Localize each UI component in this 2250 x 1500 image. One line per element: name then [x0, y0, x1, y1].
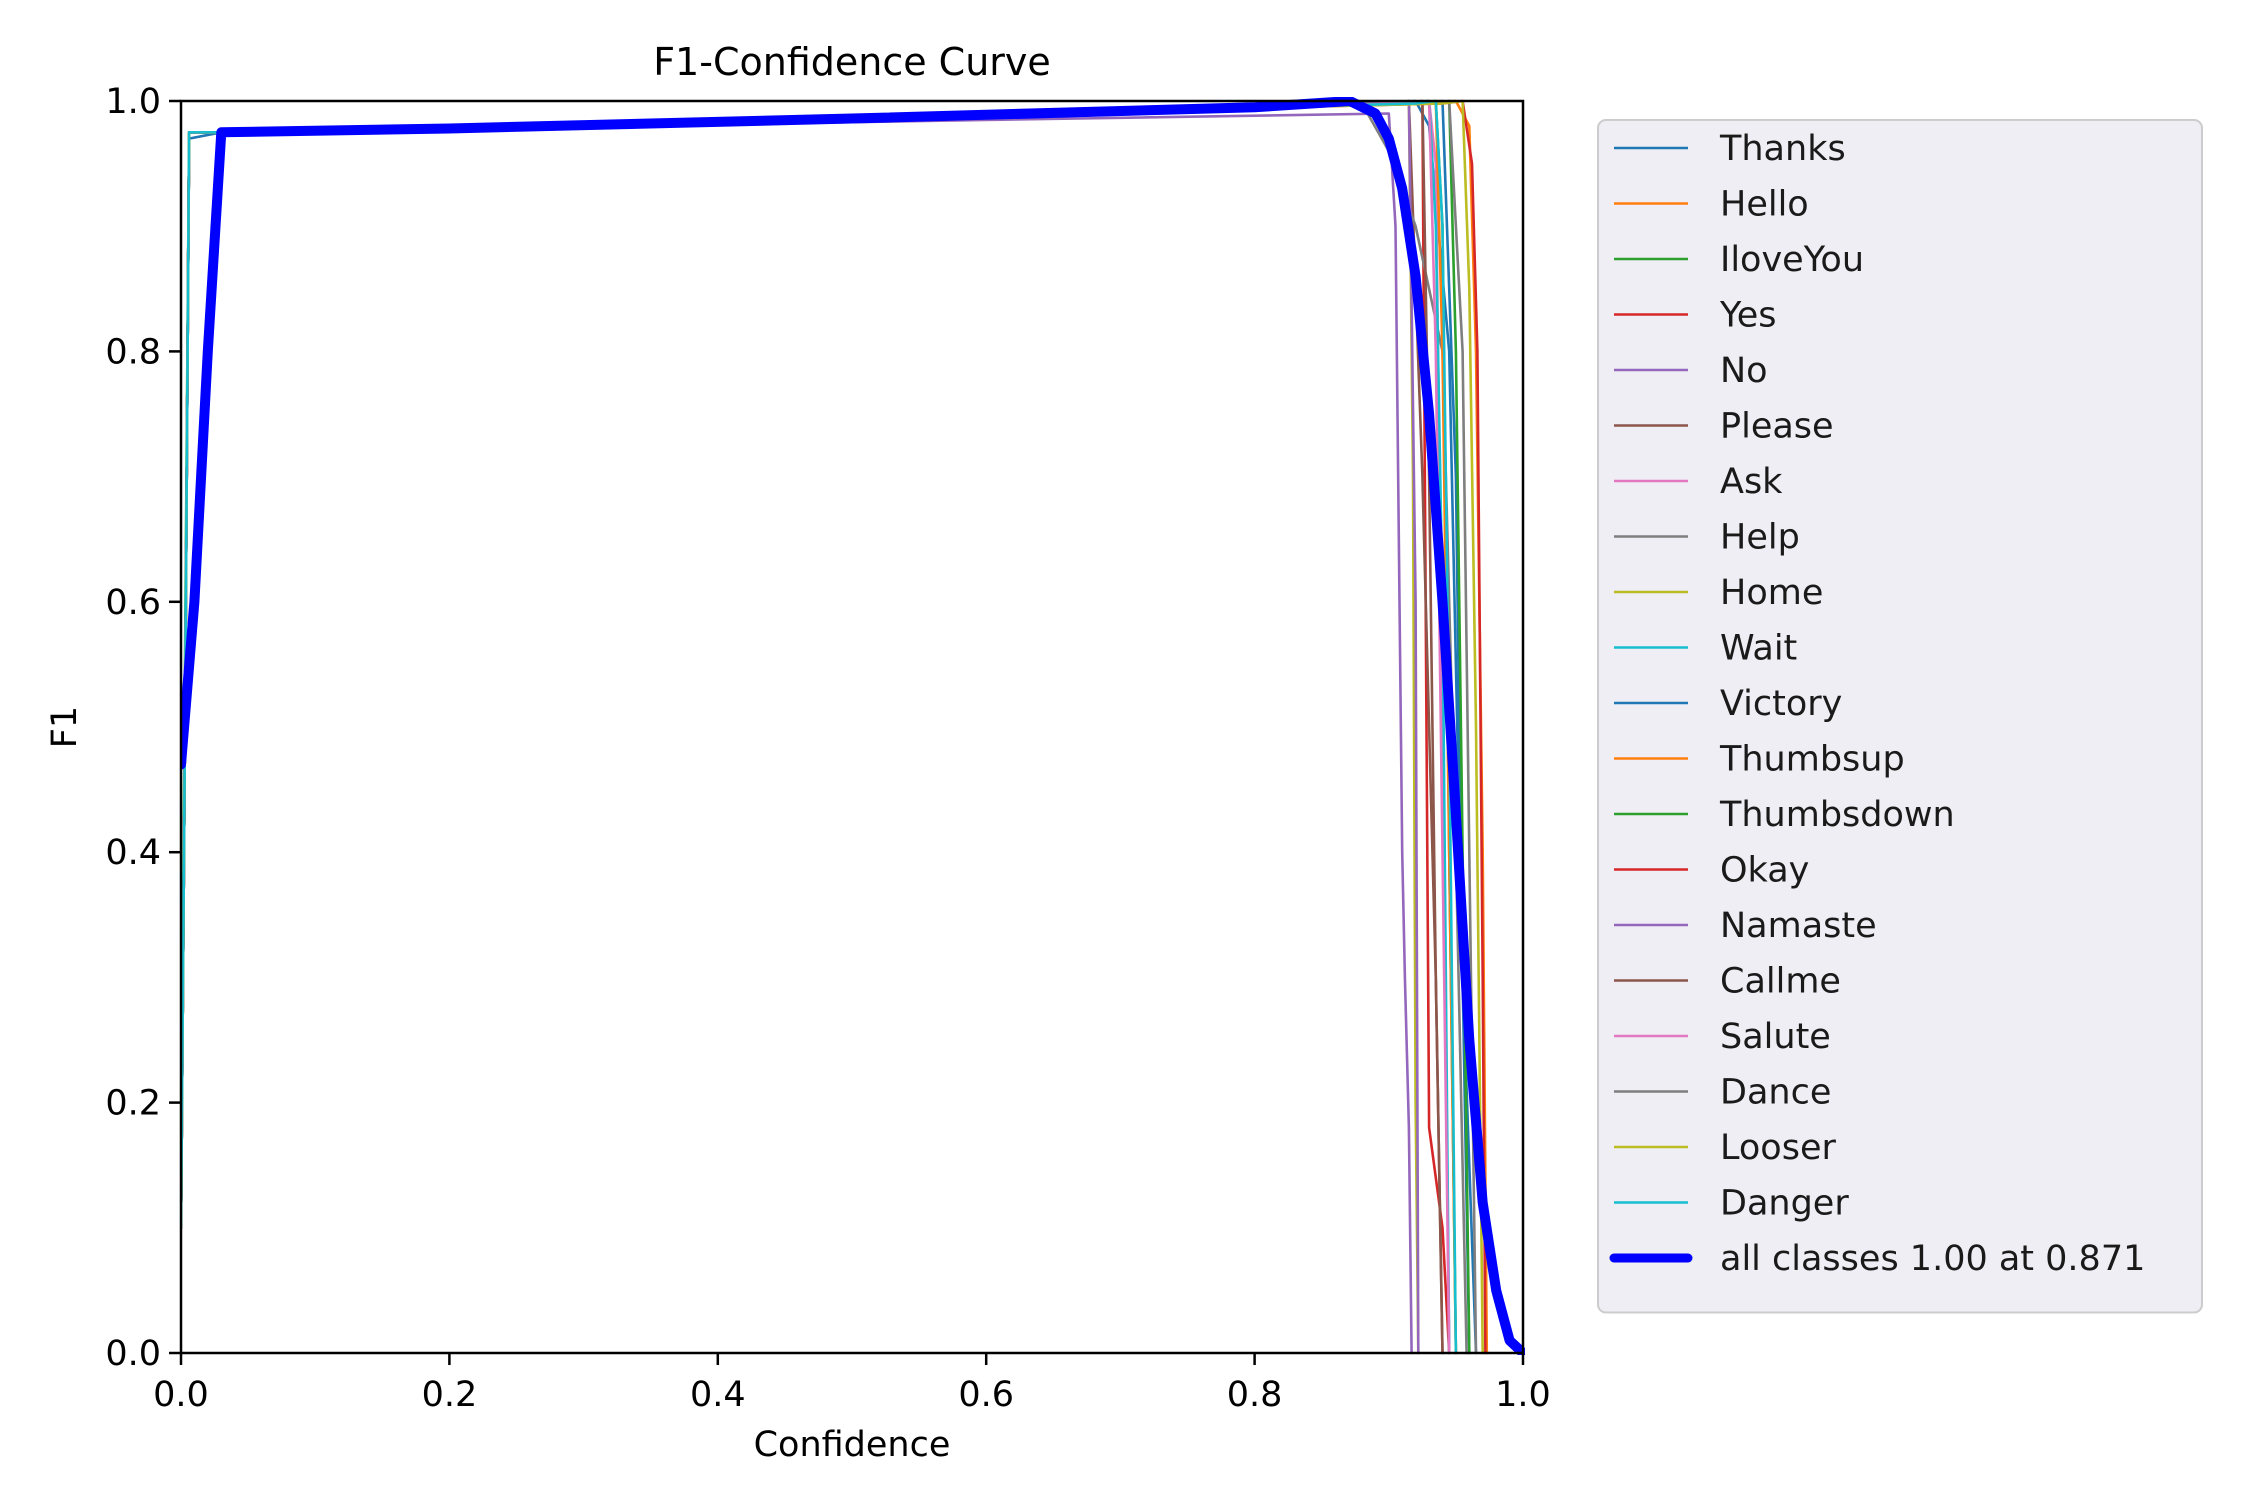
legend-label-14: Namaste [1720, 906, 1877, 946]
legend-label-1: Hello [1720, 185, 1809, 225]
legend-label-13: Okay [1720, 851, 1809, 891]
legend-label-0: Thanks [1719, 129, 1846, 169]
legend-label-6: Ask [1720, 462, 1783, 502]
legend-label-9: Wait [1720, 629, 1797, 669]
y-tick-label-0: 0.0 [105, 1334, 161, 1374]
y-axis-label: F1 [45, 706, 85, 748]
legend-label-10: Victory [1720, 684, 1842, 724]
legend-box [1597, 119, 2203, 1314]
legend: Thanks Hello IloveYou Yes No Please Ask Help Hom… [1597, 119, 2203, 1314]
y-tick-label-5: 1.0 [105, 82, 161, 122]
x-axis-label: Confidence [754, 1425, 951, 1465]
x-tick-label-2: 0.4 [690, 1375, 746, 1415]
legend-label-17: Dance [1720, 1073, 1831, 1113]
plot-area [181, 97, 1525, 1355]
legend-label-2: IloveYou [1720, 240, 1864, 280]
legend-label-5: Please [1720, 407, 1834, 447]
legend-label-11: Thumbsup [1719, 740, 1905, 780]
x-axis: 0.0 0.2 0.4 0.6 0.8 1.0 [153, 1353, 1551, 1415]
legend-label-16: Salute [1720, 1017, 1831, 1057]
x-tick-label-3: 0.6 [958, 1375, 1014, 1415]
y-axis: 0.0 0.2 0.4 0.6 0.8 1.0 [105, 82, 181, 1374]
legend-label-8: Home [1720, 573, 1823, 613]
x-tick-label-1: 0.2 [422, 1375, 478, 1415]
plot-frame [179, 99, 1525, 1355]
legend-label-15: Callme [1720, 962, 1841, 1002]
chart-title: F1-Confidence Curve [653, 40, 1051, 84]
legend-label-7: Help [1720, 518, 1800, 558]
y-tick-label-1: 0.2 [105, 1084, 161, 1124]
series-line-20 [181, 97, 1525, 1355]
legend-label-12: Thumbsdown [1719, 795, 1955, 835]
legend-label-18: Looser [1720, 1128, 1836, 1168]
y-tick-label-2: 0.4 [105, 833, 161, 873]
legend-label-3: Yes [1719, 296, 1777, 336]
series-line-19 [181, 99, 1458, 1355]
legend-label-4: No [1720, 351, 1768, 391]
legend-label-20: all classes 1.00 at 0.871 [1720, 1239, 2145, 1279]
x-tick-label-4: 0.8 [1227, 1375, 1283, 1415]
y-tick-label-3: 0.6 [105, 583, 161, 623]
x-tick-label-5: 1.0 [1495, 1375, 1551, 1415]
legend-label-19: Danger [1720, 1184, 1849, 1224]
x-tick-label-0: 0.0 [153, 1375, 209, 1415]
y-tick-label-4: 0.8 [105, 332, 161, 372]
